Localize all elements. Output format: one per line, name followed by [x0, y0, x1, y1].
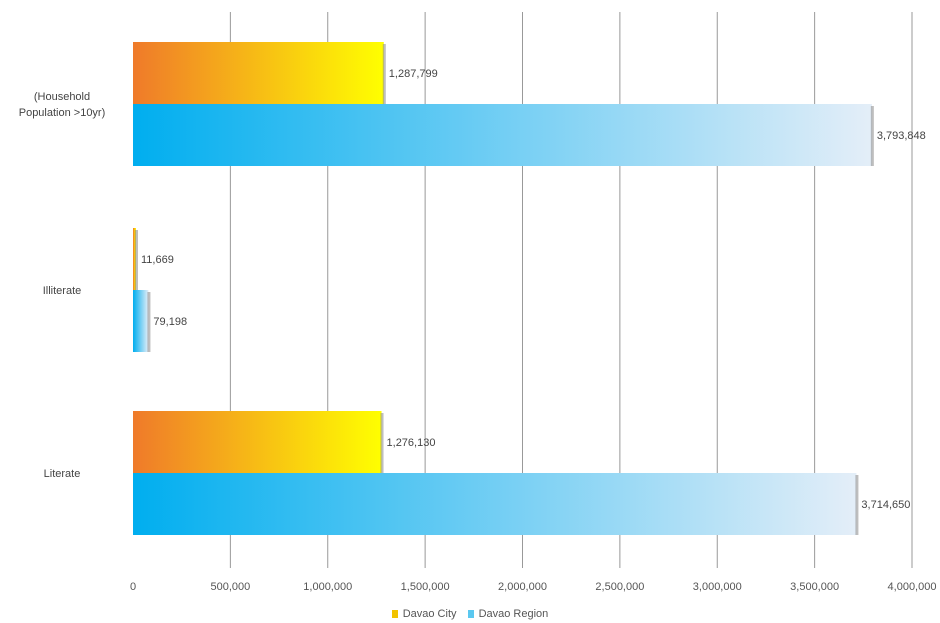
data-label: 79,198 [153, 316, 187, 328]
data-labels: 1,287,799 3,793,848 11,669 79,198 1,276,130 3… [141, 68, 926, 511]
x-tick-label: 1,000,000 [303, 581, 352, 593]
x-tick-label: 0 [130, 581, 136, 593]
data-label: 3,714,650 [861, 499, 910, 511]
category-label: (Household Population >10yr) [19, 91, 106, 119]
x-tick-label: 3,000,000 [693, 581, 742, 593]
bar-edge-shadow [380, 413, 384, 473]
x-tick-label: 4,000,000 [888, 581, 937, 593]
legend-item-davao-city: Davao City [391, 608, 457, 620]
bar-davao-region [133, 290, 149, 352]
bar-davao-city [133, 42, 384, 104]
bar-davao-region [133, 473, 857, 535]
category-label: Literate [44, 468, 81, 480]
bar-edge-shadow [135, 230, 138, 290]
bar-davao-region [133, 104, 872, 166]
x-tick-label: 500,000 [210, 581, 250, 593]
legend-label-davao-region: Davao Region [478, 608, 549, 620]
data-label: 1,276,130 [387, 437, 436, 449]
legend-item-davao-region: Davao Region [467, 608, 549, 620]
bars [133, 42, 874, 535]
legend-swatch-davao-region [467, 610, 474, 618]
x-tick-label: 1,500,000 [401, 581, 450, 593]
bar-edge-shadow [147, 292, 151, 352]
x-tick-label: 3,500,000 [790, 581, 839, 593]
data-label: 11,669 [141, 254, 174, 266]
x-tick-label: 2,500,000 [595, 581, 644, 593]
legend-swatch-davao-city [391, 610, 398, 618]
data-label: 3,793,848 [877, 130, 926, 142]
data-label: 1,287,799 [389, 68, 438, 80]
axis-labels: 0 500,000 1,000,000 1,500,000 2,000,000 2,500… [19, 91, 937, 593]
legend: Davao City Davao Region [0, 608, 940, 620]
bar-edge-shadow [855, 475, 859, 535]
bar-edge-shadow [382, 44, 386, 104]
bar-edge-shadow [870, 106, 874, 166]
bar-davao-city [133, 411, 382, 473]
x-tick-label: 2,000,000 [498, 581, 547, 593]
legend-label-davao-city: Davao City [402, 608, 457, 620]
bar-davao-city [133, 228, 136, 290]
category-label: Illiterate [43, 285, 82, 297]
